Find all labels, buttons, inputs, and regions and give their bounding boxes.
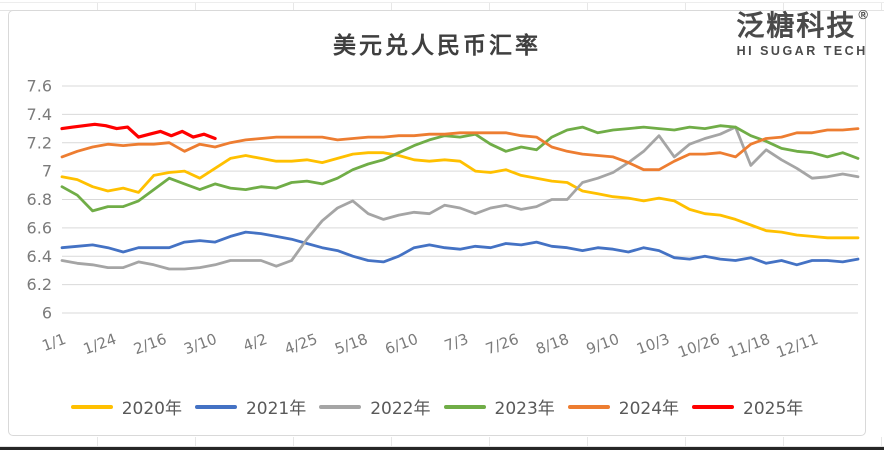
x-tick-label: 4/25 [282, 330, 320, 358]
y-tick-label: 7.2 [27, 133, 52, 152]
series-line-2025 [60, 122, 217, 141]
y-tick-label: 6.2 [27, 275, 52, 294]
x-tick-label: 4/2 [241, 330, 270, 355]
x-tick-label: 12/11 [774, 330, 821, 362]
series-line-2021 [60, 230, 860, 267]
legend-swatch [70, 404, 113, 409]
y-tick-label: 7.4 [27, 105, 52, 124]
chart-legend: 2020年 2021年 2022年 2023年 2024年 2025年 [8, 394, 866, 419]
legend-label: 2025年 [743, 399, 804, 419]
y-tick-label: 7 [42, 162, 52, 181]
legend-label: 2023年 [494, 399, 555, 419]
legend-swatch [443, 404, 486, 409]
legend-label: 2024年 [618, 399, 680, 419]
x-tick-label: 9/10 [584, 330, 622, 358]
y-tick-label: 7.6 [27, 77, 52, 96]
legend-item-2025: 2025年 [692, 394, 803, 419]
legend-swatch [692, 404, 735, 409]
legend-label: 2020年 [121, 399, 182, 419]
brand-logo-text: 泛糖科技 [736, 9, 857, 42]
x-tick-label: 2/16 [131, 330, 169, 358]
legend-item-2023: 2023年 [443, 394, 555, 419]
x-tick-label: 8/18 [534, 330, 572, 358]
legend-swatch [319, 404, 362, 409]
bottom-divider-line [0, 447, 884, 450]
x-tick-label: 1/1 [40, 330, 69, 355]
x-tick-label: 7/3 [442, 330, 471, 355]
legend-item-2020: 2020年 [70, 394, 182, 419]
legend-swatch [567, 404, 610, 409]
x-tick-label: 1/24 [81, 330, 119, 358]
x-tick-label: 6/10 [383, 330, 421, 358]
series-line-2022 [60, 125, 860, 271]
y-tick-label: 6 [42, 304, 52, 323]
series-line-2024 [60, 127, 860, 172]
x-tick-label: 5/18 [332, 330, 370, 358]
series-line-2023 [60, 124, 860, 213]
chart-title: 美元兑人民币汇率 [333, 32, 541, 59]
registered-trademark-icon: ® [858, 7, 868, 22]
x-tick-label: 10/3 [634, 330, 672, 358]
legend-label: 2022年 [370, 399, 431, 419]
spreadsheet-cells-bottom [0, 437, 884, 447]
y-tick-label: 6.8 [27, 190, 52, 209]
legend-item-2024: 2024年 [567, 394, 680, 419]
brand-logo-subtext: HI SUGAR TECH [736, 44, 868, 58]
chart-canvas [8, 10, 866, 436]
legend-swatch [194, 404, 237, 409]
legend-item-2021: 2021年 [194, 394, 307, 419]
y-tick-label: 6.4 [27, 247, 52, 266]
y-tick-label: 6.6 [27, 218, 52, 237]
x-tick-label: 3/10 [181, 330, 219, 358]
legend-label: 2021年 [245, 399, 307, 419]
series-line-2020 [60, 151, 860, 240]
legend-item-2022: 2022年 [319, 394, 431, 419]
brand-logo: 泛糖科技 ® HI SUGAR TECH [736, 8, 868, 58]
x-tick-label: 7/26 [483, 330, 521, 358]
x-tick-label: 10/26 [675, 330, 722, 362]
x-tick-label: 11/18 [726, 330, 773, 362]
